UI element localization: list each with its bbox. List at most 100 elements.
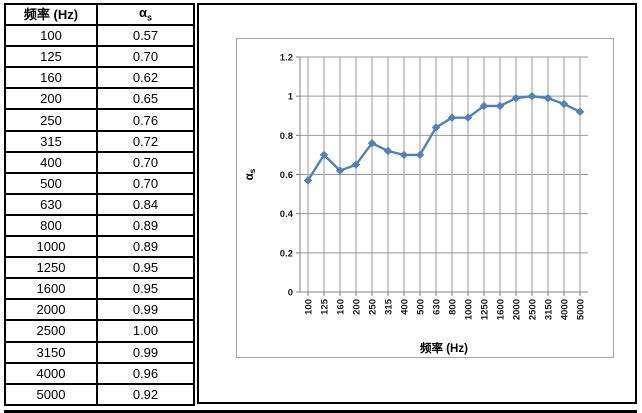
data-point-marker — [495, 101, 505, 111]
freq-header: 频率 (Hz) — [4, 2, 98, 27]
x-tick-label: 100 — [304, 299, 315, 315]
freq-cell: 4000 — [4, 361, 98, 385]
data-point-marker — [303, 176, 313, 185]
freq-cell: 1250 — [4, 256, 98, 280]
table-row: 2500 1.00 — [4, 319, 195, 343]
data-point-marker — [351, 160, 361, 169]
freq-cell: 200 — [4, 87, 98, 111]
table-cutoff-row-border — [4, 410, 637, 413]
freq-cell: 2500 — [4, 319, 98, 343]
freq-cell: 1000 — [4, 235, 98, 259]
line-chart-canvas: 0 0.2 0.4 0.6 0.8 1 1.2 100 125 160 200 250 315 400 50… — [244, 53, 588, 355]
table-row: 630 0.84 — [4, 192, 195, 216]
alpha-cell: 0.70 — [96, 171, 195, 195]
data-point-marker — [319, 150, 329, 160]
alpha-header-base: α — [138, 5, 147, 21]
alpha-cell: 0.57 — [96, 24, 195, 48]
table-row: 100 0.57 — [4, 24, 195, 48]
freq-cell: 100 — [4, 24, 98, 48]
table-row: 1000 0.89 — [4, 235, 195, 259]
table-row: 3150 0.99 — [4, 340, 195, 364]
absorption-chart: 0 0.2 0.4 0.6 0.8 1 1.2 100 125 160 200 250 315 400 50… — [236, 38, 614, 358]
alpha-cell: 0.95 — [96, 256, 195, 280]
alpha-header-sub: s — [146, 12, 152, 23]
data-point-marker — [463, 113, 473, 122]
freq-cell: 250 — [4, 108, 98, 132]
alpha-header: αs — [96, 2, 195, 27]
data-series-line — [306, 94, 582, 182]
alpha-cell: 0.99 — [96, 340, 195, 364]
x-tick-label: 5000 — [576, 299, 587, 320]
x-axis-title: 频率 (Hz) — [420, 341, 468, 355]
x-tick-label: 800 — [448, 299, 459, 315]
table-row: 800 0.89 — [4, 213, 195, 238]
chart-cell: 0 0.2 0.4 0.6 0.8 1 1.2 100 125 160 200 250 315 400 50… — [197, 3, 637, 404]
data-point-marker — [383, 146, 393, 156]
x-tick-label: 630 — [432, 299, 443, 315]
freq-cell: 3150 — [4, 340, 98, 364]
alpha-cell: 0.65 — [96, 87, 195, 111]
alpha-cell: 0.89 — [96, 213, 195, 238]
table-row: 125 0.70 — [4, 45, 195, 69]
x-tick-label: 4000 — [560, 299, 571, 320]
x-tick-label: 1250 — [480, 299, 491, 320]
frequency-table: 频率 (Hz) αs 100 0.57 125 0.70 160 0.62 200 0.65 2… — [4, 2, 195, 406]
alpha-cell: 0.99 — [96, 298, 195, 322]
table-row: 250 0.76 — [4, 108, 195, 132]
x-tick-label: 250 — [368, 299, 379, 315]
alpha-cell: 0.76 — [96, 108, 195, 132]
data-point-marker — [527, 91, 537, 101]
x-tick-label: 1000 — [464, 299, 475, 320]
table-row: 315 0.72 — [4, 129, 195, 153]
y-tick-label: 1.2 — [280, 53, 293, 64]
freq-cell: 500 — [4, 171, 98, 195]
table-row: 160 0.62 — [4, 66, 195, 90]
y-tick-label: 0.2 — [280, 248, 293, 259]
freq-cell: 160 — [4, 66, 98, 90]
freq-cell: 315 — [4, 129, 98, 153]
freq-cell: 800 — [4, 213, 98, 238]
freq-cell: 1600 — [4, 277, 98, 301]
x-tick-label: 1600 — [496, 299, 507, 320]
x-tick-label: 2500 — [528, 299, 539, 320]
freq-cell: 630 — [4, 192, 98, 216]
alpha-cell: 0.92 — [96, 382, 195, 406]
table-body: 100 0.57 125 0.70 160 0.62 200 0.65 250 0.76 315 0.… — [4, 24, 195, 406]
table-row: 2000 0.99 — [4, 298, 195, 322]
table-row: 1250 0.95 — [4, 256, 195, 280]
data-point-marker — [575, 107, 585, 117]
table-header-row: 频率 (Hz) αs — [4, 2, 195, 27]
data-point-marker — [543, 93, 553, 103]
x-tick-label: 3150 — [544, 299, 555, 320]
alpha-cell: 0.84 — [96, 192, 195, 216]
data-point-marker — [367, 138, 377, 148]
table-row: 500 0.70 — [4, 171, 195, 195]
data-point-marker — [415, 150, 425, 160]
x-tick-label: 125 — [320, 298, 331, 315]
x-tick-label: 200 — [352, 299, 363, 315]
data-point-marker — [559, 99, 569, 109]
alpha-cell: 0.72 — [96, 129, 195, 153]
alpha-cell: 0.62 — [96, 66, 195, 90]
freq-cell: 2000 — [4, 298, 98, 322]
table-row: 400 0.70 — [4, 150, 195, 174]
y-tick-label: 0.6 — [280, 170, 293, 181]
data-point-marker — [511, 93, 521, 103]
y-tick-label: 1 — [288, 92, 294, 103]
y-tick-label: 0.8 — [280, 131, 293, 142]
alpha-cell: 0.89 — [96, 235, 195, 259]
x-tick-label: 160 — [336, 299, 347, 315]
alpha-cell: 1.00 — [96, 319, 195, 343]
x-tick-label: 315 — [384, 298, 395, 315]
table-row: 5000 0.92 — [4, 382, 195, 406]
data-point-marker — [335, 166, 345, 175]
freq-cell: 400 — [4, 150, 98, 174]
alpha-cell: 0.70 — [96, 45, 195, 69]
y-tick-label: 0 — [288, 288, 293, 299]
freq-cell: 5000 — [4, 382, 98, 406]
freq-cell: 125 — [4, 45, 98, 69]
data-point-marker — [479, 101, 489, 111]
x-tick-label: 400 — [400, 299, 411, 315]
alpha-cell: 0.70 — [96, 150, 195, 174]
alpha-cell: 0.95 — [96, 277, 195, 301]
